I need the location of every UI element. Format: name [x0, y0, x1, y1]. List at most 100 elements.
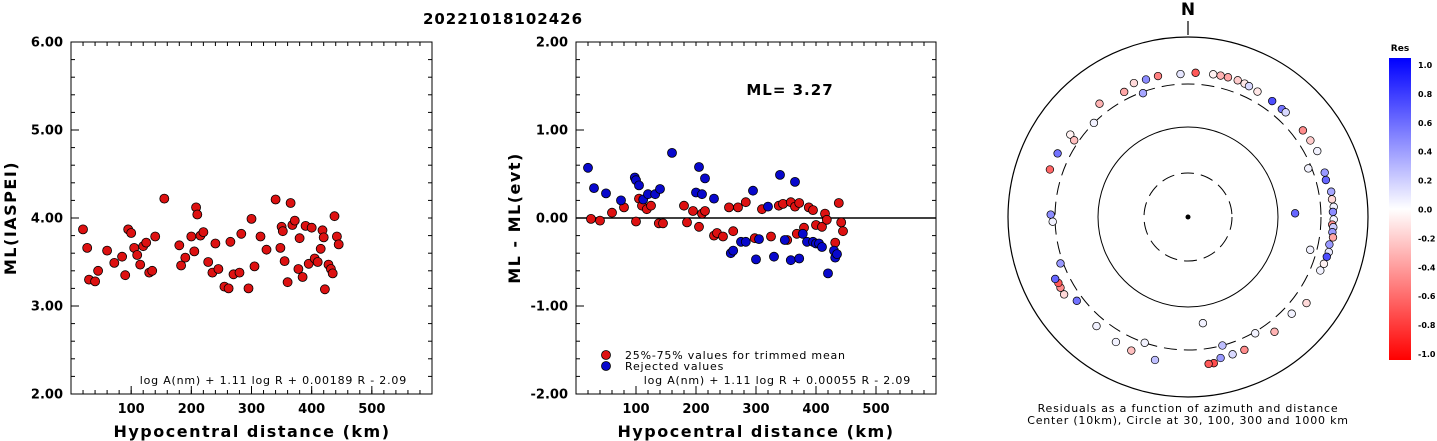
- data-point: [733, 202, 743, 213]
- station-point: [1089, 118, 1099, 128]
- data-points: [583, 147, 848, 279]
- data-point: [82, 242, 93, 253]
- legend-label-rejected: Rejected values: [625, 360, 724, 373]
- x-tick-label: 100: [118, 402, 145, 417]
- station-point: [1228, 350, 1237, 359]
- epicenter-marker: [1185, 214, 1191, 220]
- data-point: [817, 221, 827, 232]
- data-point: [763, 201, 773, 212]
- data-point: [833, 198, 844, 208]
- y-tick-label: 2.00: [31, 388, 63, 403]
- panel-ml-iaspei: 100 200 300 400 500 2.00 3.00 4.00 5.00 6.00 Hypo…: [1, 36, 433, 441]
- data-point: [213, 264, 224, 274]
- colorbar-tick-label: 0.4: [1418, 148, 1433, 157]
- station-point: [1216, 71, 1225, 80]
- station-point: [1281, 108, 1290, 117]
- data-point: [700, 173, 710, 184]
- data-point: [294, 233, 305, 244]
- data-point: [766, 231, 776, 242]
- station-point: [1204, 359, 1213, 369]
- station-point: [1306, 245, 1315, 254]
- x-tick-label: 500: [862, 402, 889, 417]
- x-tick-label: 200: [682, 402, 709, 417]
- data-point: [794, 198, 805, 208]
- station-point: [1328, 207, 1338, 217]
- colorbar-tick-label: 0.8: [1418, 90, 1433, 99]
- colorbar-tick-label: 0.2: [1418, 177, 1432, 186]
- data-point: [331, 231, 342, 242]
- data-point: [293, 264, 304, 274]
- station-point: [1298, 126, 1308, 135]
- station-point: [1150, 355, 1160, 365]
- station-point: [1240, 345, 1249, 355]
- data-point: [312, 257, 323, 267]
- station-point: [1070, 136, 1079, 145]
- data-points: [78, 193, 344, 295]
- data-point: [249, 261, 260, 272]
- y-tick-label: 2.00: [536, 36, 568, 51]
- station-point: [1218, 341, 1227, 350]
- data-point: [697, 189, 707, 200]
- data-point: [223, 283, 234, 294]
- data-point: [329, 211, 340, 222]
- station-point: [1209, 70, 1218, 79]
- formula-label: log A(nm) + 1.11 log R + 0.00055 R - 2.0…: [644, 374, 911, 387]
- figure-title: 20221018102426: [423, 10, 583, 28]
- data-point: [748, 185, 758, 196]
- data-point: [700, 206, 710, 216]
- ml-annotation: ML= 3.27: [746, 81, 833, 99]
- data-point: [779, 235, 790, 245]
- station-points: [1045, 68, 1338, 369]
- x-axis-label: Hypocentral distance (km): [113, 422, 390, 441]
- y-tick-label: 4.00: [31, 212, 63, 227]
- station-point: [1304, 164, 1313, 173]
- data-point: [282, 277, 293, 288]
- legend-marker-accepted: [601, 350, 611, 360]
- data-point: [589, 183, 599, 194]
- data-point: [180, 252, 191, 263]
- legend-marker-rejected: [601, 361, 611, 371]
- station-point: [1327, 187, 1336, 196]
- formula-label: log A(nm) + 1.11 log R + 0.00189 R - 2.0…: [140, 374, 407, 387]
- data-point: [808, 205, 818, 216]
- station-point: [1319, 259, 1329, 268]
- panel-ml-residual: 100 200 300 400 500 -2.00 -1.00 0.00 1.00 2.00 ML…: [505, 36, 937, 441]
- axis-ticks: 100 200 300 400 500 -2.00 -1.00 0.00 1.00 2.00: [531, 36, 937, 417]
- x-tick-label: 300: [742, 402, 769, 417]
- station-point: [1056, 259, 1065, 268]
- colorbar-tick-label: -0.6: [1418, 292, 1436, 301]
- legend: 25%-75% values for trimmed mean Rejected…: [601, 349, 845, 373]
- station-point: [1216, 353, 1225, 363]
- data-point: [754, 234, 764, 245]
- data-point: [117, 251, 127, 262]
- data-point: [838, 226, 848, 237]
- colorbar-gradient: [1389, 58, 1411, 360]
- ring-300km: [1097, 126, 1279, 308]
- station-point: [1198, 319, 1208, 328]
- data-point: [132, 250, 143, 260]
- station-point: [1051, 274, 1060, 284]
- data-point: [246, 213, 257, 224]
- station-point: [1325, 240, 1334, 249]
- y-tick-label: -2.00: [531, 388, 568, 403]
- data-point: [709, 193, 719, 204]
- station-point: [1306, 136, 1315, 145]
- colorbar-tick-label: -0.8: [1418, 321, 1436, 330]
- data-point: [285, 198, 296, 208]
- data-point: [724, 202, 734, 213]
- data-point: [90, 276, 100, 287]
- data-point: [198, 227, 209, 238]
- data-point: [718, 231, 728, 242]
- station-point: [1120, 87, 1129, 97]
- data-point: [289, 215, 300, 226]
- data-point: [836, 217, 847, 228]
- colorbar-tick-label: -0.4: [1418, 263, 1436, 272]
- data-point: [150, 231, 161, 242]
- data-point: [601, 188, 611, 199]
- x-axis-label: Hypocentral distance (km): [617, 422, 894, 441]
- data-point: [794, 253, 805, 264]
- x-tick-label: 500: [358, 402, 385, 417]
- ring-outer: [1007, 36, 1369, 398]
- data-point: [586, 213, 596, 224]
